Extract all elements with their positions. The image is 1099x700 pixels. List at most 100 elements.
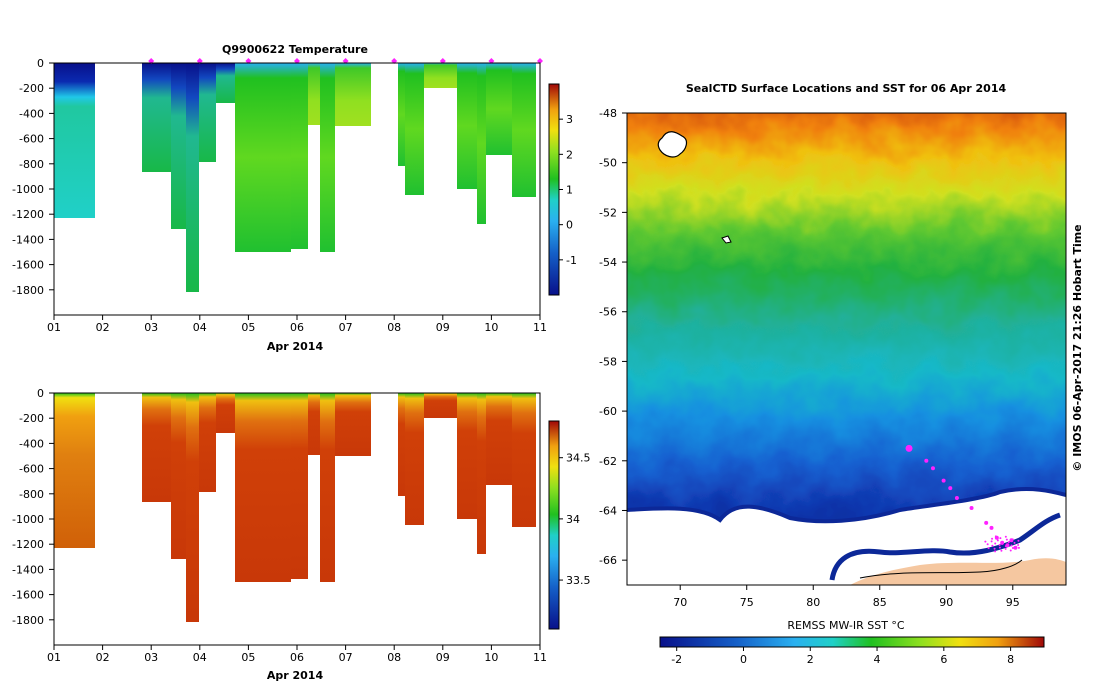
- x-tick-label: 09: [436, 321, 450, 334]
- x-tick-label: 08: [387, 651, 401, 664]
- x-tick-label: 02: [96, 651, 110, 664]
- x-tick-label: 06: [290, 651, 304, 664]
- colorbar-tick-label: 1: [566, 184, 573, 197]
- temp-profile-06a: [291, 63, 308, 249]
- seal-location-marker: [924, 458, 929, 463]
- map-y-tick-label: -54: [599, 256, 617, 269]
- sal-profile-07: [335, 393, 371, 456]
- seal-location-marker: [1005, 538, 1008, 541]
- y-tick-label: -1000: [12, 183, 44, 196]
- seal-location-marker: [994, 550, 997, 553]
- colorbar-tick-label: 3: [566, 113, 573, 126]
- temp-profile-09a: [424, 63, 457, 88]
- temp-profile-03b: [171, 63, 186, 229]
- temperature-y-axis: 0 -200 -400 -600 -800 -1000 -1200 -1400 -1600 -18…: [12, 57, 54, 297]
- sal-profile-09b: [457, 393, 477, 519]
- y-tick-label: -1200: [12, 208, 44, 221]
- seal-location-marker: [954, 496, 959, 501]
- seal-location-marker: [991, 544, 994, 547]
- sal-profile-03b: [171, 393, 186, 559]
- sal-profile-06c: [320, 393, 335, 582]
- seal-location-marker: [1010, 544, 1013, 547]
- sst-map-x-axis: 70 75 80 85 90 95: [673, 585, 1020, 609]
- temp-profile-03a: [142, 63, 171, 172]
- seal-location-marker: [941, 478, 946, 483]
- map-y-tick-label: -62: [599, 455, 617, 468]
- salinity-x-axis: 01 02 03 04 05 06 07 08 09 10 11: [47, 645, 547, 664]
- temperature-profiles: [54, 63, 536, 292]
- y-tick-label: -200: [19, 82, 44, 95]
- seal-location-marker: [969, 505, 974, 510]
- sal-profile-06b: [308, 393, 320, 455]
- y-tick-label: -800: [19, 488, 44, 501]
- coastline: [859, 559, 1023, 579]
- sst-map-y-axis: -48 -50 -52 -54 -56 -58 -60 -62 -64 -66: [599, 107, 627, 567]
- heard-island: [721, 235, 732, 244]
- seal-location-marker: [991, 537, 994, 540]
- x-tick-label: 09: [436, 651, 450, 664]
- seal-location-marker: [1001, 540, 1004, 543]
- temp-profile-04a: [186, 63, 199, 292]
- sal-profile-06a: [291, 393, 308, 579]
- seal-location-marker: [994, 535, 997, 538]
- sea-ice-mask: [627, 488, 1066, 585]
- seal-location-marker: [905, 444, 913, 452]
- seal-location-marker: [993, 547, 996, 550]
- seal-location-marker: [994, 542, 997, 545]
- y-tick-label: -1800: [12, 284, 44, 297]
- temp-profile-06b: [308, 63, 320, 125]
- salinity-panel: 0 -200 -400 -600 -800 -1000 -1200 -1400 -1600 -18…: [12, 387, 590, 682]
- seal-location-marker: [1000, 549, 1003, 552]
- y-tick-label: -400: [19, 437, 44, 450]
- seal-location-marker: [1017, 546, 1020, 549]
- map-y-tick-label: -60: [599, 405, 617, 418]
- colorbar-tick-label: 33.5: [566, 574, 591, 587]
- sst-colorbar-tick-label: 4: [874, 653, 881, 666]
- sst-colorbar-ticks: -2 0 2 4 6 8: [671, 647, 1014, 666]
- seal-location-marker: [1001, 543, 1004, 546]
- temp-profile-08a: [398, 63, 405, 166]
- seal-location-marker: [1007, 541, 1010, 544]
- y-tick-label: -1400: [12, 233, 44, 246]
- x-tick-label: 08: [387, 321, 401, 334]
- seal-location-marker: [1011, 546, 1014, 549]
- seal-locations: [905, 444, 1020, 553]
- temp-profile-04c: [216, 63, 235, 103]
- y-tick-label: -1800: [12, 614, 44, 627]
- seal-location-marker: [996, 539, 999, 542]
- seal-location-marker: [1004, 547, 1007, 550]
- sal-profile-04c: [216, 393, 235, 433]
- colorbar-tick-label: 2: [566, 148, 573, 161]
- sal-profile-10b: [486, 393, 512, 485]
- sal-profile-08a: [398, 393, 405, 496]
- seal-location-marker: [1011, 538, 1014, 541]
- sal-profile-04a: [186, 393, 199, 622]
- temperature-title: Q9900622 Temperature: [222, 43, 368, 56]
- seal-location-marker: [990, 540, 993, 543]
- x-tick-label: 03: [144, 651, 158, 664]
- temp-profile-07: [335, 63, 371, 126]
- y-tick-label: -1600: [12, 589, 44, 602]
- temperature-x-label: Apr 2014: [267, 340, 324, 353]
- salinity-colorbar: [548, 420, 560, 630]
- map-y-tick-label: -52: [599, 206, 617, 219]
- seal-location-marker: [989, 525, 994, 530]
- map-x-tick-label: 80: [806, 596, 820, 609]
- sal-profile-01: [54, 393, 95, 548]
- antarctic-land: [850, 558, 1066, 585]
- salinity-colorbar-ticks: 33.5 34 34.5: [559, 452, 591, 587]
- map-x-tick-label: 95: [1006, 596, 1020, 609]
- salinity-y-axis: 0 -200 -400 -600 -800 -1000 -1200 -1400 -1600 -18…: [12, 387, 54, 627]
- y-tick-label: -1200: [12, 538, 44, 551]
- sal-profile-10c: [512, 393, 536, 527]
- salinity-x-label: Apr 2014: [267, 669, 324, 682]
- x-tick-label: 02: [96, 321, 110, 334]
- seal-location-marker: [1013, 541, 1016, 544]
- y-tick-label: -800: [19, 158, 44, 171]
- sst-map-frame: [626, 112, 1067, 586]
- map-y-tick-label: -50: [599, 157, 617, 170]
- seal-location-marker: [1017, 543, 1020, 546]
- seal-location-marker: [1004, 545, 1007, 548]
- x-tick-label: 06: [290, 321, 304, 334]
- sal-profile-08b: [405, 393, 424, 525]
